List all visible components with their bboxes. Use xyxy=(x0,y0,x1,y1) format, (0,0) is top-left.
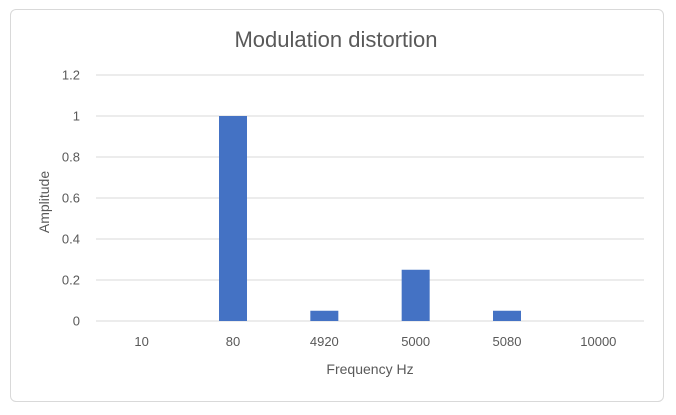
y-tick-label: 1 xyxy=(73,109,80,124)
y-tick-label: 0 xyxy=(73,314,80,329)
y-tick-label: 0.2 xyxy=(62,273,80,288)
x-tick-label: 4920 xyxy=(310,334,339,349)
y-tick-label: 1.2 xyxy=(62,68,80,83)
x-tick-label: 80 xyxy=(226,334,240,349)
x-tick-label: 5080 xyxy=(493,334,522,349)
bar-80 xyxy=(219,116,247,321)
x-tick-label: 10000 xyxy=(580,334,616,349)
bar-5080 xyxy=(493,310,521,321)
x-tick-label: 5000 xyxy=(401,334,430,349)
y-axis-title: Amplitude xyxy=(36,171,52,233)
x-axis-ticks: 10 80 4920 5000 5080 10000 xyxy=(134,334,616,349)
y-tick-label: 0.4 xyxy=(62,232,80,247)
y-tick-label: 0.6 xyxy=(62,191,80,206)
y-axis-ticks: 0 0.2 0.4 0.6 0.8 1 1.2 xyxy=(62,68,80,329)
x-axis-title: Frequency Hz xyxy=(326,361,413,377)
chart-title: Modulation distortion xyxy=(234,27,437,52)
y-tick-label: 0.8 xyxy=(62,150,80,165)
bar-4920 xyxy=(310,310,339,321)
gridlines xyxy=(96,74,644,322)
bars xyxy=(219,116,521,321)
bar-5000 xyxy=(401,269,430,321)
x-tick-label: 10 xyxy=(134,334,148,349)
